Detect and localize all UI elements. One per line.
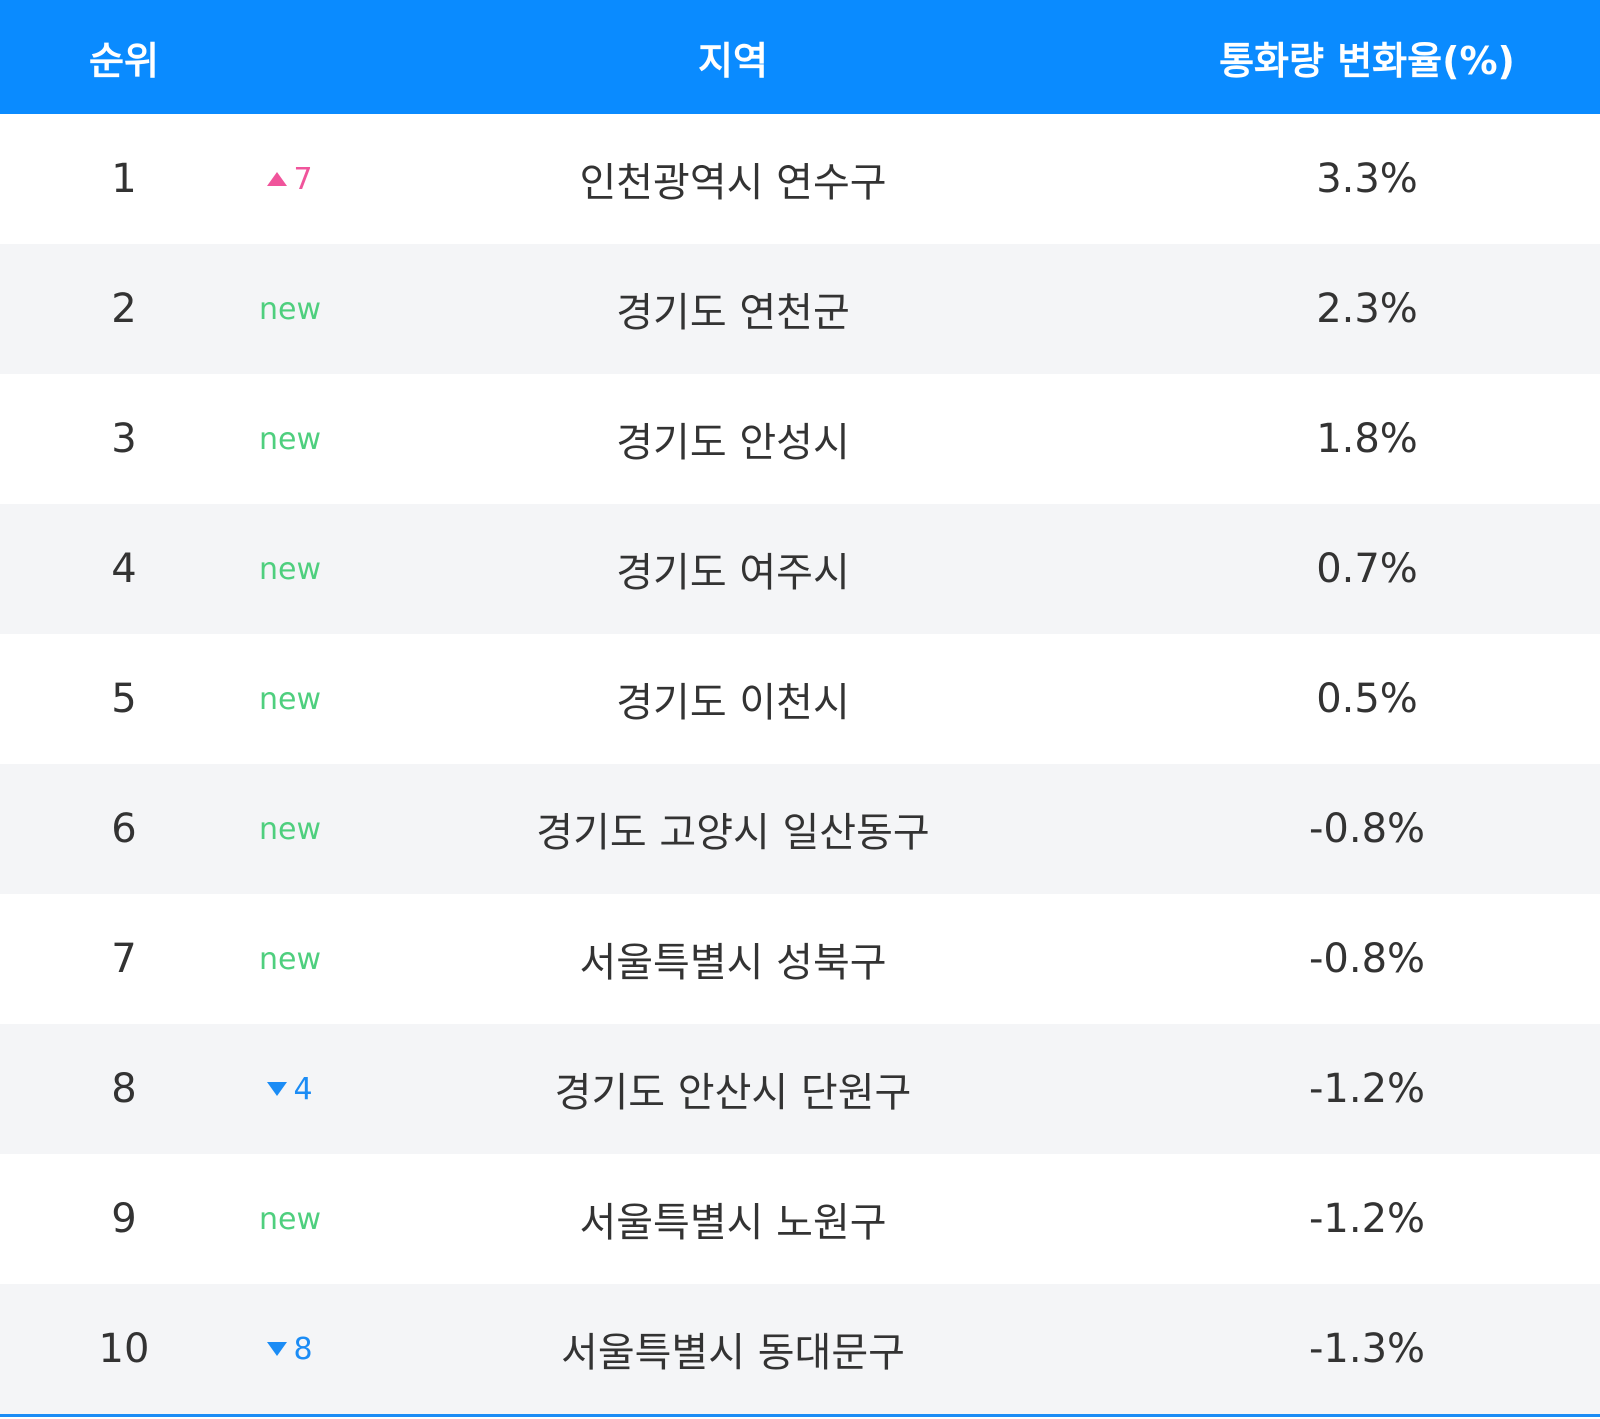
rank: 1 [111,156,137,202]
header-rate: 통화량 변화율(%) [1219,38,1515,83]
new-badge: new [258,681,321,717]
bottom-border [0,1414,1600,1417]
table-row: 9 new 서울특별시 노원구 -1.2% [0,1154,1600,1284]
region: 경기도 고양시 일산동구 [536,810,930,856]
rank-change: 4 [220,1024,360,1154]
rank-change: new [220,894,360,1024]
rank-change: new [220,634,360,764]
rate: 0.7% [1316,546,1418,592]
rank-change: 8 [220,1284,360,1414]
new-badge: new [258,1201,321,1237]
rate: 3.3% [1316,156,1418,202]
header-rank: 순위 [89,38,159,83]
region: 경기도 여주시 [616,550,850,596]
region: 경기도 안산시 단원구 [554,1070,912,1116]
rank: 9 [111,1196,137,1242]
table-row: 6 new 경기도 고양시 일산동구 -0.8% [0,764,1600,894]
table-row: 7 new 서울특별시 성북구 -0.8% [0,894,1600,1024]
rate: -0.8% [1308,806,1426,852]
rank: 4 [111,546,137,592]
table-header: 순위 지역 통화량 변화율(%) [0,0,1600,114]
table-row: 3 new 경기도 안성시 1.8% [0,374,1600,504]
region: 경기도 연천군 [616,290,850,336]
rate: -1.3% [1308,1326,1426,1372]
new-badge: new [258,551,321,587]
rank-change: new [220,374,360,504]
table-row: 1 7 인천광역시 연수구 3.3% [0,114,1600,244]
rate: -0.8% [1308,936,1426,982]
rank: 8 [111,1066,137,1112]
rank: 3 [111,416,137,462]
table-row: 2 new 경기도 연천군 2.3% [0,244,1600,374]
region: 인천광역시 연수구 [579,160,887,206]
rate: -1.2% [1308,1066,1426,1112]
region: 서울특별시 성북구 [579,940,887,986]
table-row: 8 4 경기도 안산시 단원구 -1.2% [0,1024,1600,1154]
trend-arrow [267,1082,288,1096]
rank-change: new [220,764,360,894]
header-region: 지역 [698,38,768,83]
rank: 7 [111,936,137,982]
rank-change: 7 [220,114,360,244]
new-badge: new [258,421,321,457]
change-value: 8 [293,1331,313,1367]
rank: 10 [98,1326,150,1372]
region: 경기도 안성시 [616,420,850,466]
new-badge: new [258,291,321,327]
rate: 1.8% [1316,416,1418,462]
table-row: 5 new 경기도 이천시 0.5% [0,634,1600,764]
region: 서울특별시 동대문구 [561,1330,905,1376]
rank-change: new [220,244,360,374]
table-row: 10 8 서울특별시 동대문구 -1.3% [0,1284,1600,1414]
change-value: 7 [293,161,313,197]
rank: 5 [111,676,137,722]
change-value: 4 [293,1071,313,1107]
new-badge: new [258,811,321,847]
region: 서울특별시 노원구 [579,1200,887,1246]
new-badge: new [258,941,321,977]
rate: -1.2% [1308,1196,1426,1242]
region: 경기도 이천시 [616,680,850,726]
rank-change: new [220,1154,360,1284]
rank: 6 [111,806,137,852]
trend-arrow [267,1342,288,1356]
trend-arrow [267,172,288,186]
rank: 2 [111,286,137,332]
rank-change: new [220,504,360,634]
rate: 0.5% [1316,676,1418,722]
table-row: 4 new 경기도 여주시 0.7% [0,504,1600,634]
rate: 2.3% [1316,286,1418,332]
